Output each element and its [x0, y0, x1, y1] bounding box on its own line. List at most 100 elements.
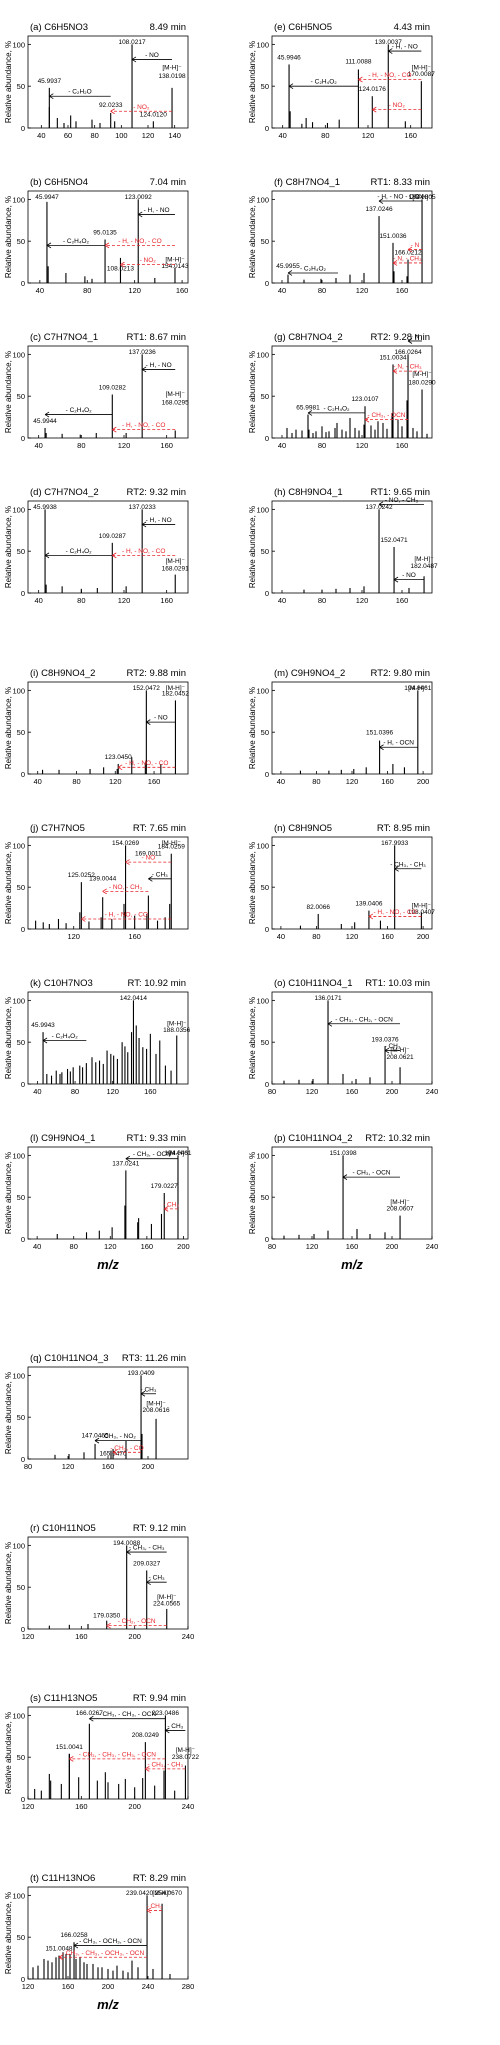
loss-arrow-head: [164, 1206, 169, 1212]
retention-time: RT: 8.95 min: [377, 823, 430, 834]
loss-arrow-head: [46, 242, 52, 249]
peak-label: 166.0264: [394, 349, 421, 356]
x-axis-label: m/z: [97, 1257, 119, 1272]
y-tick-label: 50: [261, 728, 269, 737]
loss-arrow-label: - C₂H₄O₂: [66, 548, 93, 555]
x-tick-label: 40: [34, 777, 42, 786]
y-tick-label: 50: [261, 237, 269, 246]
y-tick-label: 0: [265, 124, 269, 133]
x-tick-label: 120: [118, 441, 131, 450]
loss-arrow-label: - CH₃, - CH₂, - OCN: [335, 1016, 393, 1023]
panel-title: (i) C8H9NO4_2: [30, 668, 95, 679]
loss-arrow-head: [165, 1727, 170, 1734]
loss-arrow-head: [368, 913, 374, 920]
peak-label: 45.9943: [31, 1022, 55, 1029]
x-tick-label: 80: [321, 131, 329, 140]
peak-label: 166.0212: [394, 250, 421, 257]
x-axis-label: m/z: [97, 1997, 119, 2012]
loss-arrow-head: [288, 83, 294, 90]
loss-arrow-head: [104, 242, 110, 249]
loss-arrow-label: - H, - OCN: [383, 740, 414, 747]
peak-label: 109.0282: [99, 384, 126, 391]
retention-time: RT: 9.12 min: [133, 1523, 186, 1534]
loss-arrow-label: - NO: [402, 572, 416, 579]
peak-label: 124.0120: [140, 111, 167, 118]
peak-label: 168.0295: [162, 400, 189, 407]
x-tick-label: 160: [148, 777, 161, 786]
x-tick-label: 120: [128, 286, 141, 295]
x-tick-label: 160: [381, 932, 394, 941]
loss-arrow-label: - CH₃, - CO: [110, 1445, 143, 1452]
loss-arrow-head: [407, 246, 413, 253]
panel-title: (b) C6H5NO4: [30, 177, 88, 188]
x-tick-label: 200: [417, 777, 430, 786]
retention-time: 8.49 min: [150, 22, 186, 33]
loss-arrow-label: - CH₃: [384, 1043, 400, 1050]
y-axis-label: Relative abundance, %: [4, 1372, 13, 1454]
x-tick-label: 120: [104, 1242, 117, 1251]
retention-time: 7.04 min: [150, 177, 186, 188]
loss-arrow-label: - C₂H₄O₂: [323, 405, 350, 412]
peak-label: 152.0471: [380, 537, 407, 544]
y-tick-label: 0: [21, 589, 25, 598]
loss-arrow-head: [112, 552, 117, 559]
loss-arrow-head: [146, 1579, 151, 1585]
y-tick-label: 50: [17, 1413, 25, 1422]
y-tick-label: 0: [21, 1975, 25, 1984]
loss-arrow-label: - CH₃, - CH₃, - OCN: [99, 1711, 157, 1718]
spectrum-panel-k: (k) C10H7NO3 RT: 10.92 min 0 50 100 40 80 120 16…: [4, 978, 191, 1096]
peak-label: 193.0409: [127, 1370, 154, 1377]
y-tick-label: 100: [256, 1151, 269, 1160]
loss-arrow-label: - H, - NO, - CO: [122, 422, 165, 429]
y-tick-label: 50: [261, 392, 269, 401]
loss-arrow-label: - CH₃: [163, 1201, 179, 1208]
loss-arrow-label: - C₂H₄O₂: [63, 238, 90, 245]
x-tick-label: 80: [72, 777, 80, 786]
loss-arrow-head: [307, 410, 313, 416]
x-tick-label: 240: [182, 1632, 195, 1641]
retention-time: RT2: 10.32 min: [365, 1133, 430, 1144]
peak-label: 139.0406: [355, 901, 382, 908]
x-tick-label: 200: [102, 1982, 115, 1991]
y-tick-label: 0: [21, 1795, 25, 1804]
loss-arrow-label: - H, - NO - OCN: [377, 194, 424, 201]
loss-arrow-head: [112, 426, 117, 433]
y-axis-label: Relative abundance, %: [248, 687, 257, 769]
y-axis-label: Relative abundance, %: [4, 687, 13, 769]
loss-arrow-label: - CH₃: [152, 871, 168, 878]
x-tick-label: 80: [318, 441, 326, 450]
retention-time: RT1: 10.03 min: [365, 978, 430, 989]
y-tick-label: 0: [21, 279, 25, 288]
loss-arrow-label: - C₂H₄O₂: [66, 407, 93, 414]
spectrum-panel-c: (c) C7H7NO4_1 RT1: 8.67 min 0 50 100 40 80 120 1…: [4, 332, 189, 450]
spectrum-panel-q: (q) C10H11NO4_3 RT3: 11.26 min 0 50 100 80 120…: [4, 1353, 189, 1471]
x-tick-label: 200: [128, 1802, 141, 1811]
y-axis-label: Relative abundance, %: [4, 1892, 13, 1974]
y-tick-label: 0: [21, 1080, 25, 1089]
panel-title: (g) C8H7NO4_2: [274, 332, 343, 343]
peak-label: [M-H]⁻: [166, 558, 186, 565]
loss-arrow-label: - CH₃: [167, 1723, 183, 1730]
retention-time: RT3: 11.26 min: [122, 1353, 186, 1364]
peak-label: [M-H]⁻: [176, 1747, 196, 1754]
peak-label: 138.0198: [158, 73, 185, 80]
peak-label: 151.0396: [366, 730, 393, 737]
peak-label: 45.9946: [277, 54, 301, 61]
loss-arrow-head: [394, 865, 399, 872]
panel-title: (j) C7H7NO5: [30, 823, 85, 834]
loss-arrow-head: [117, 764, 123, 771]
peak-label: 111.0088: [345, 59, 372, 66]
loss-arrow-label: - CH₃, - CH₃: [390, 861, 426, 868]
loss-arrow-head: [392, 260, 398, 266]
x-tick-label: 240: [182, 1802, 195, 1811]
x-tick-label: 80: [318, 286, 326, 295]
x-tick-label: 280: [182, 1982, 195, 1991]
y-axis-label: Relative abundance, %: [4, 1542, 13, 1624]
peak-label: [M-H]⁻: [168, 1150, 188, 1157]
peak-label: 151.0041: [56, 1744, 83, 1751]
x-tick-label: 120: [22, 1982, 35, 1991]
loss-arrow-head: [384, 1047, 390, 1054]
spectrum-panel-m: (m) C9H9NO4_2 RT2: 9.80 min 0 50 100 40 80 120 1…: [248, 668, 433, 786]
